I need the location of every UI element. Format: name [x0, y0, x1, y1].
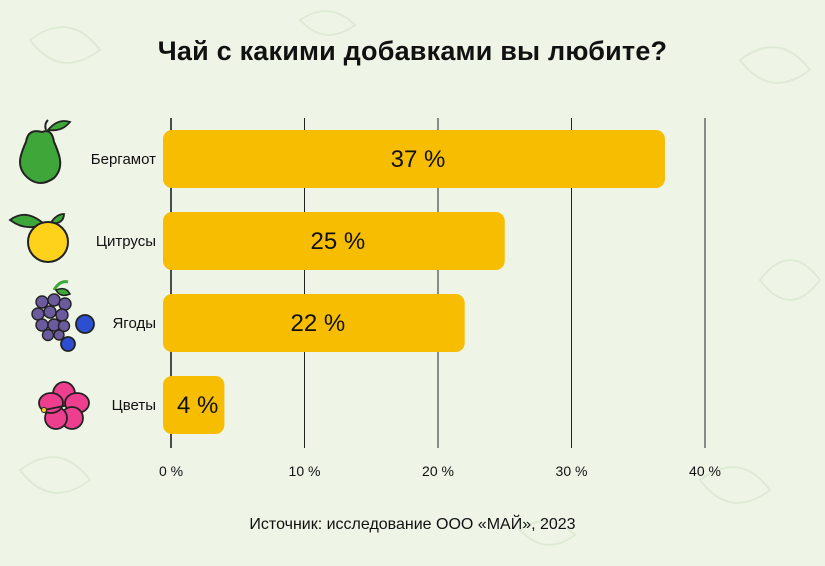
bars: 37 % 25 % 22 % 4 %	[163, 130, 665, 434]
category-labels: Бергамот Цитрусы Ягоды Цветы	[91, 151, 156, 414]
category-label: Цитрусы	[96, 233, 156, 250]
bar	[163, 130, 665, 188]
bar-value-label: 25 %	[311, 228, 366, 255]
x-tick-label: 0 %	[159, 463, 183, 479]
x-tick-label: 20 %	[422, 463, 454, 479]
berries-icon	[31, 280, 95, 352]
source-note: Источник: исследование ООО «МАЙ», 2023	[249, 516, 576, 533]
category-label: Ягоды	[112, 315, 156, 332]
category-label: Бергамот	[91, 151, 156, 168]
chart-title: Чай с какими добавками вы любите?	[157, 36, 668, 66]
category-label: Цветы	[112, 397, 156, 414]
bar-value-label: 37 %	[391, 146, 446, 173]
orange-icon	[8, 213, 69, 263]
pear-icon	[19, 119, 72, 184]
bar	[163, 212, 505, 270]
x-tick-label: 10 %	[289, 463, 321, 479]
x-tick-label: 40 %	[689, 463, 721, 479]
bar-value-label: 4 %	[177, 392, 218, 419]
bar	[163, 294, 465, 352]
hibiscus-flower-icon	[38, 381, 90, 430]
bar-value-label: 22 %	[290, 310, 345, 337]
x-tick-label: 30 %	[556, 463, 588, 479]
x-axis-ticks: 0 % 10 % 20 % 30 % 40 %	[159, 463, 721, 479]
bar	[163, 376, 225, 434]
